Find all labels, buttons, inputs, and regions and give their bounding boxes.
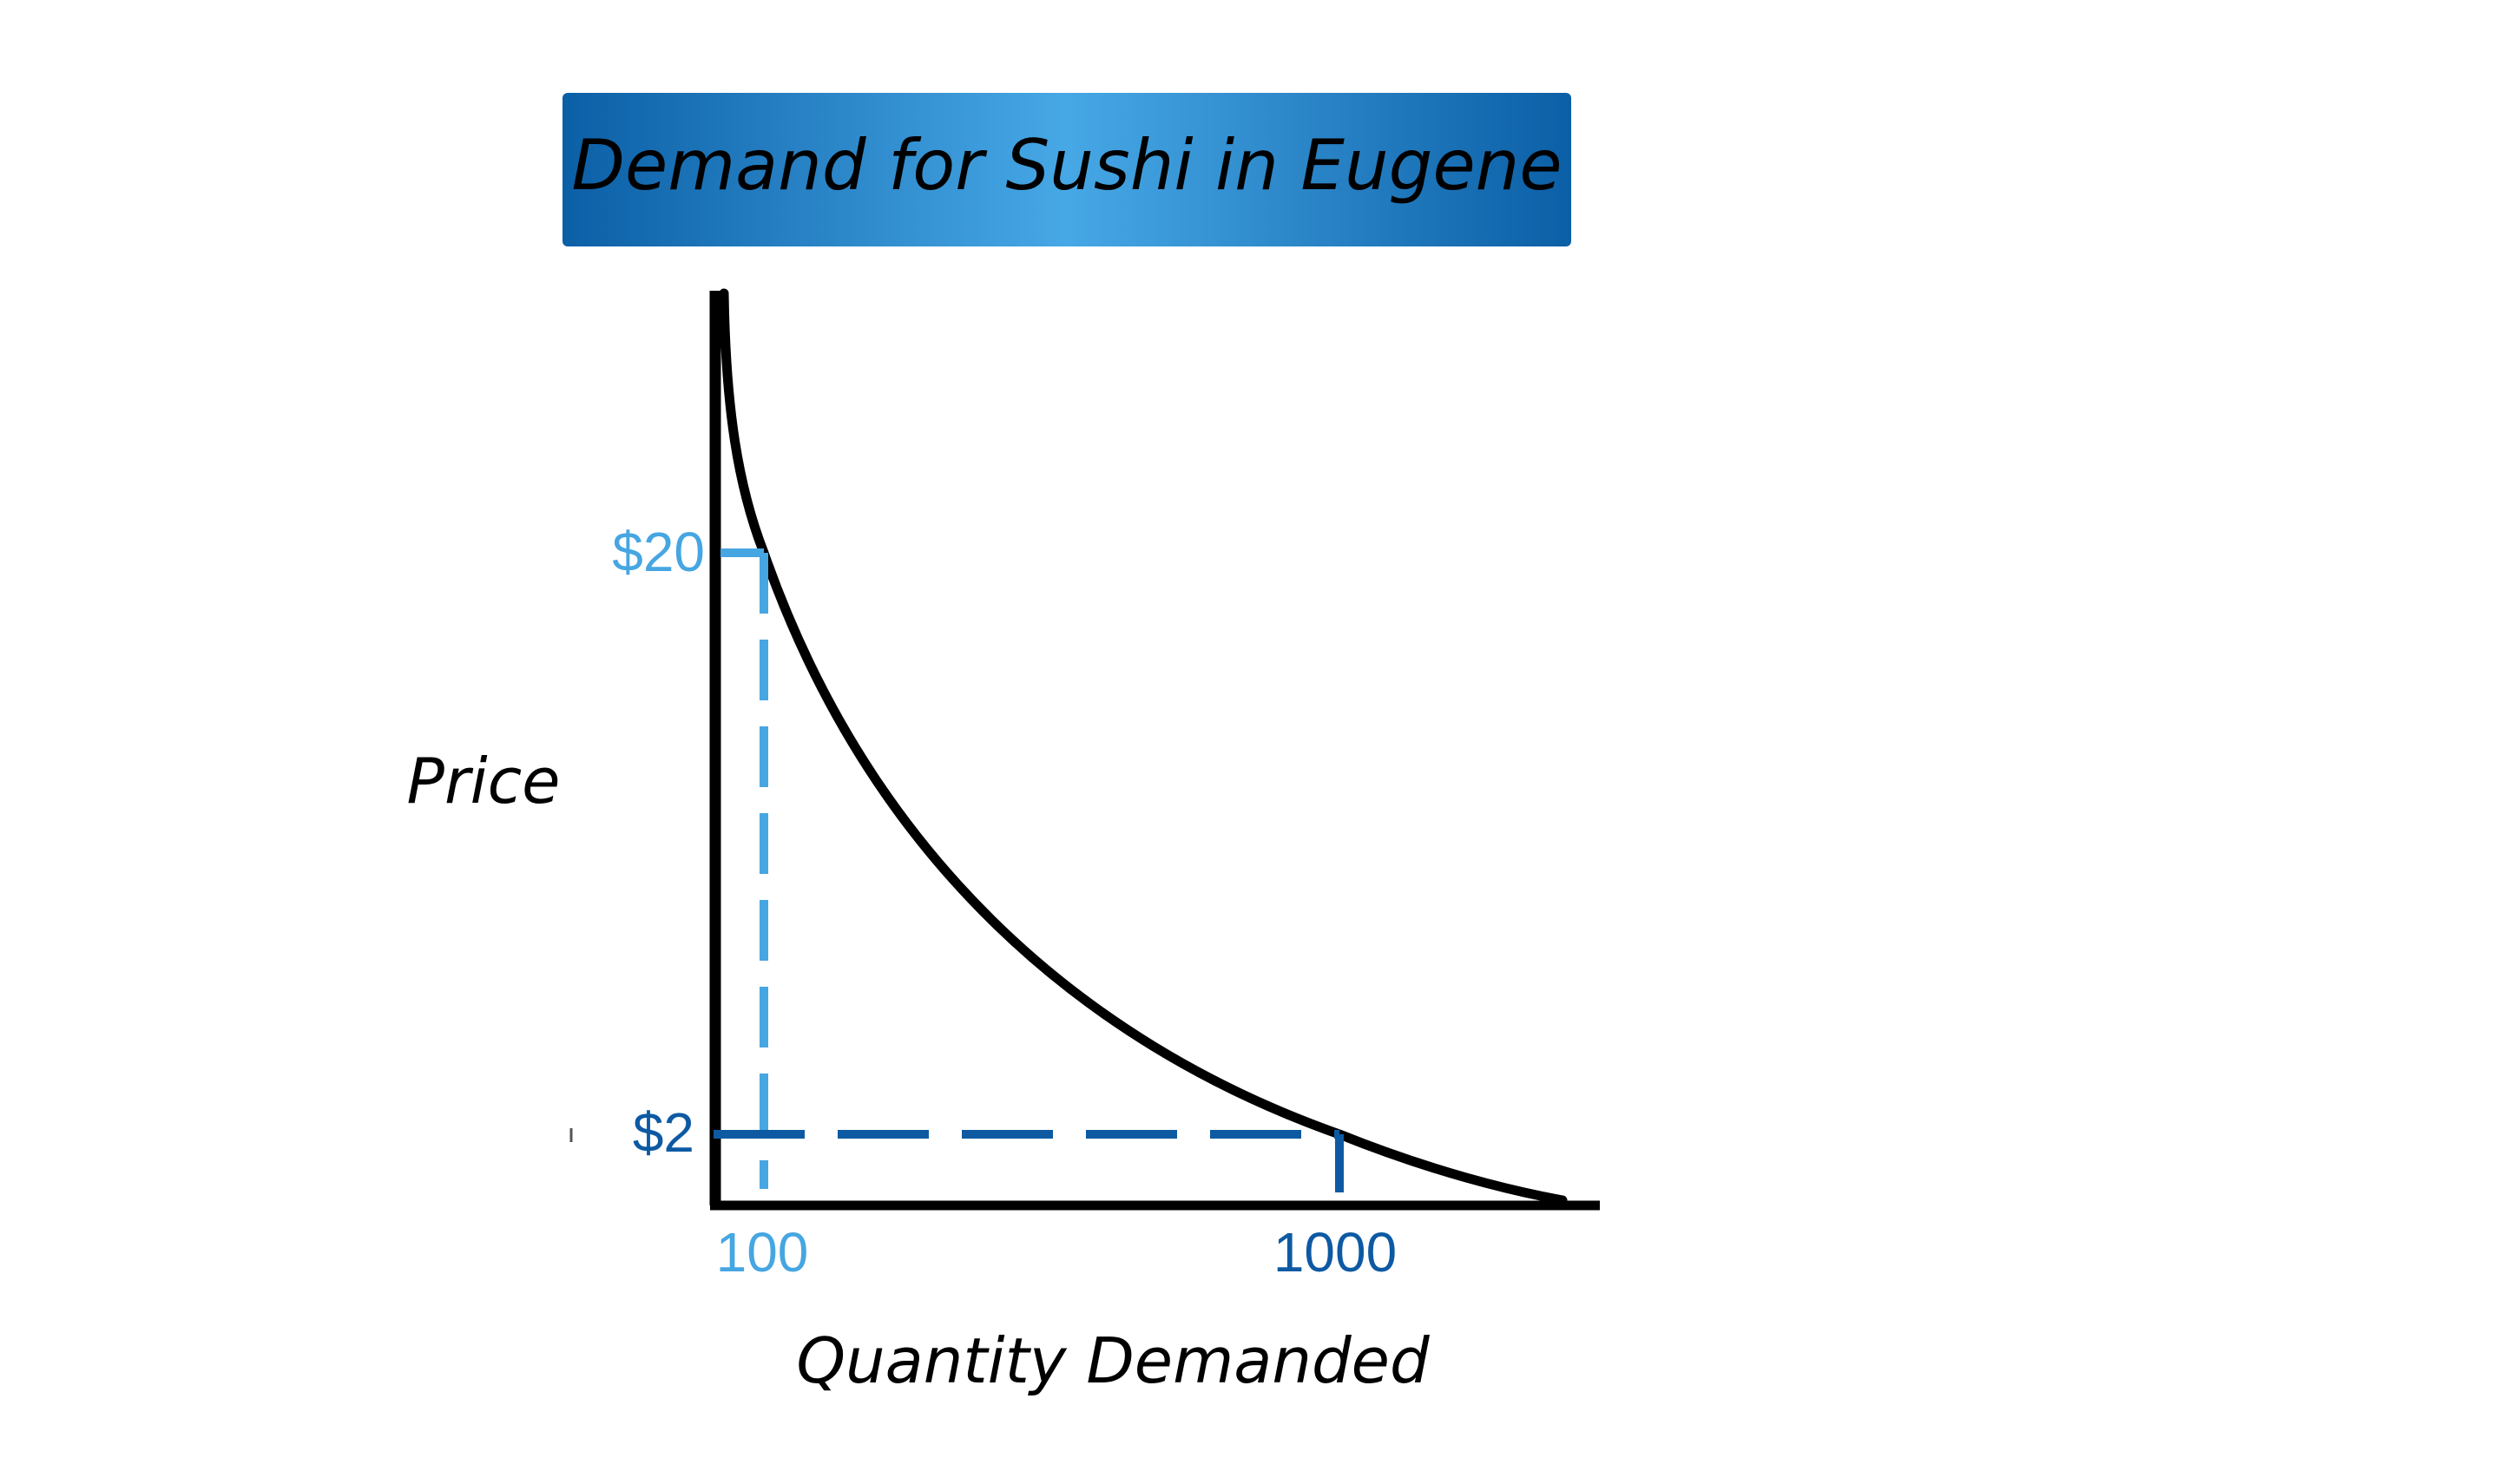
y-tick-label-20: $20 <box>612 521 705 583</box>
x-axis-label: Quantity Demanded <box>796 1324 1431 1397</box>
x-tick-label-1000: 1000 <box>1273 1221 1397 1284</box>
chart-title: Demand for Sushi in Eugene <box>571 125 1562 206</box>
x-tick-label-100: 100 <box>716 1221 809 1284</box>
y-tick-label-2: $2 <box>633 1101 694 1164</box>
demand-curve <box>719 288 1568 1205</box>
title-banner <box>562 93 1571 246</box>
y-axis-label: Price <box>407 745 561 818</box>
